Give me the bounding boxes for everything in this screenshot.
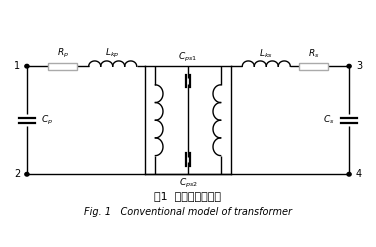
Text: $C_{p}$: $C_{p}$ [41,114,53,127]
Text: 图1  传统变压器模型: 图1 传统变压器模型 [155,190,221,201]
Circle shape [25,64,29,68]
Text: $R_{p}$: $R_{p}$ [56,46,68,60]
Text: $C_{{ps2}}$: $C_{{ps2}}$ [179,177,197,190]
Circle shape [347,172,351,176]
Circle shape [347,64,351,68]
Bar [299,62,327,70]
Text: 3: 3 [356,61,362,71]
Text: $L_{{ks}}$: $L_{{ks}}$ [259,47,273,60]
Text: 2: 2 [14,169,20,179]
Text: $L_{{kp}}$: $L_{{kp}}$ [106,46,120,60]
Text: $C_{s}$: $C_{s}$ [323,114,335,126]
Text: Fig. 1   Conventional model of transformer: Fig. 1 Conventional model of transformer [84,207,292,217]
Text: $R_{s}$: $R_{s}$ [308,47,319,60]
Bar [49,62,77,70]
Text: 4: 4 [356,169,362,179]
Text: $C_{{ps1}}$: $C_{{ps1}}$ [179,50,197,63]
Circle shape [25,172,29,176]
Text: 1: 1 [14,61,20,71]
